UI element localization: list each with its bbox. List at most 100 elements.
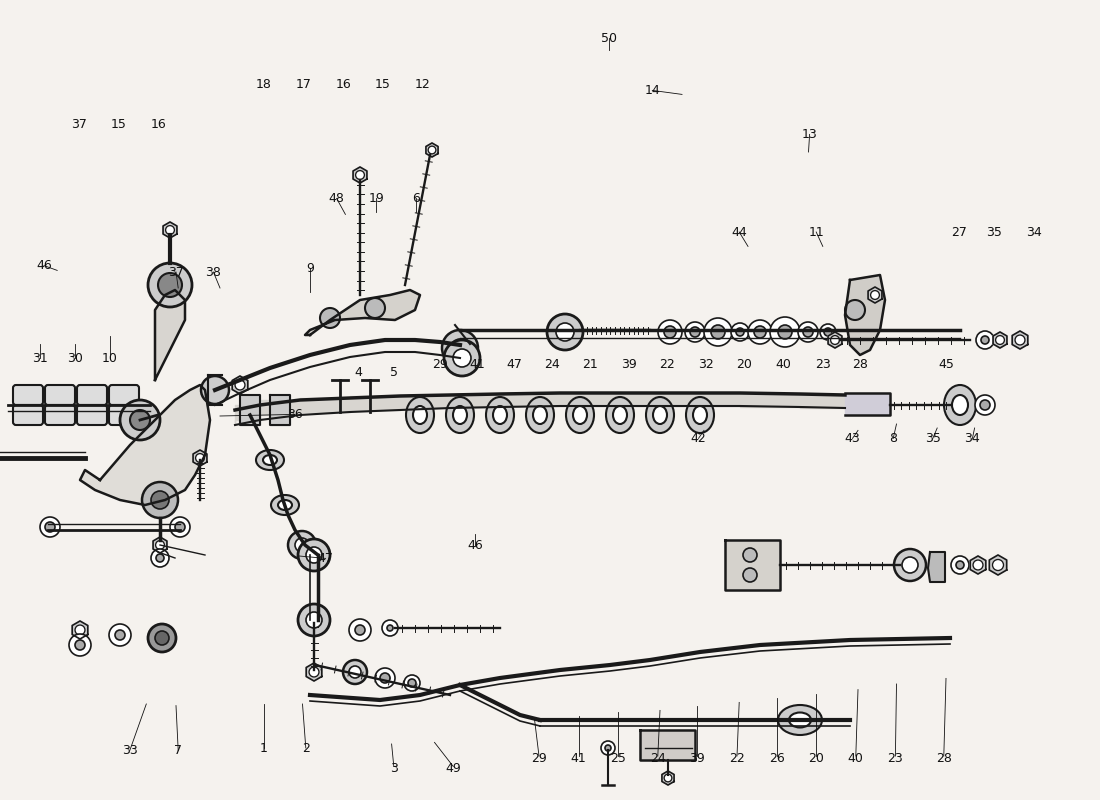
Text: 34: 34 [1026,226,1042,238]
Text: 14: 14 [645,84,660,97]
Circle shape [685,322,705,342]
Text: 27: 27 [952,226,967,238]
Circle shape [120,400,160,440]
Circle shape [981,336,989,344]
Polygon shape [1012,331,1027,349]
Circle shape [711,325,725,339]
Text: 19: 19 [368,192,384,205]
Circle shape [974,560,983,570]
Circle shape [295,538,309,552]
Circle shape [820,324,836,340]
Circle shape [894,549,926,581]
Text: 47: 47 [507,358,522,370]
Text: 13: 13 [802,128,817,141]
Circle shape [298,604,330,636]
Circle shape [798,322,818,342]
Polygon shape [993,332,1007,348]
Polygon shape [73,621,88,639]
Circle shape [742,548,757,562]
Text: 46: 46 [36,259,52,272]
Polygon shape [426,143,438,157]
Text: 47: 47 [318,552,333,565]
Circle shape [365,298,385,318]
Text: 24: 24 [650,752,666,765]
Circle shape [151,549,169,567]
Circle shape [956,561,964,569]
Circle shape [408,679,416,687]
Text: 41: 41 [571,752,586,765]
Circle shape [732,323,749,341]
Circle shape [306,612,322,628]
Circle shape [355,625,365,635]
Text: 15: 15 [375,78,390,90]
Circle shape [428,146,436,154]
Circle shape [116,630,125,640]
Ellipse shape [263,455,277,465]
Ellipse shape [278,500,292,510]
Polygon shape [163,222,177,238]
Text: 30: 30 [67,352,82,365]
Text: 20: 20 [808,752,824,765]
Ellipse shape [486,397,514,433]
Circle shape [992,559,1003,570]
Circle shape [349,619,371,641]
Text: 44: 44 [732,226,747,238]
Text: 7: 7 [174,744,183,757]
Circle shape [442,330,478,366]
Circle shape [69,634,91,656]
Circle shape [556,323,574,341]
Text: 35: 35 [925,432,940,445]
Text: 37: 37 [72,118,87,130]
Circle shape [155,541,164,550]
Circle shape [375,668,395,688]
Circle shape [75,625,85,635]
FancyBboxPatch shape [77,405,107,425]
Circle shape [754,326,766,338]
Polygon shape [845,275,886,355]
Circle shape [453,349,471,367]
Circle shape [601,741,615,755]
Text: 31: 31 [32,352,47,365]
Ellipse shape [693,406,707,424]
Text: 8: 8 [889,432,898,445]
Ellipse shape [944,385,976,425]
Text: 34: 34 [965,432,980,445]
Circle shape [803,327,813,337]
Circle shape [980,400,990,410]
Text: 5: 5 [389,366,398,378]
Circle shape [40,517,60,537]
Text: 12: 12 [415,78,430,90]
Polygon shape [353,167,367,183]
Text: 28: 28 [852,358,868,370]
Polygon shape [155,290,185,380]
Text: 9: 9 [306,262,315,274]
Ellipse shape [573,406,587,424]
Polygon shape [845,393,890,415]
Circle shape [349,666,361,678]
Ellipse shape [778,705,822,735]
Circle shape [690,327,700,337]
Polygon shape [232,376,248,394]
Text: 37: 37 [168,266,184,278]
Text: 41: 41 [470,358,485,370]
Circle shape [664,326,676,338]
FancyBboxPatch shape [13,405,43,425]
Circle shape [148,263,192,307]
Circle shape [170,517,190,537]
Polygon shape [240,395,260,425]
Text: 29: 29 [432,358,448,370]
Text: 10: 10 [102,352,118,365]
Polygon shape [153,537,167,553]
Polygon shape [80,385,210,505]
Polygon shape [194,450,207,466]
Polygon shape [989,555,1006,575]
Circle shape [664,774,672,782]
Circle shape [704,318,732,346]
Circle shape [996,336,1004,344]
Circle shape [298,539,330,571]
Circle shape [155,631,169,645]
Ellipse shape [566,397,594,433]
Polygon shape [305,290,420,335]
FancyBboxPatch shape [45,385,75,405]
Polygon shape [640,730,695,760]
